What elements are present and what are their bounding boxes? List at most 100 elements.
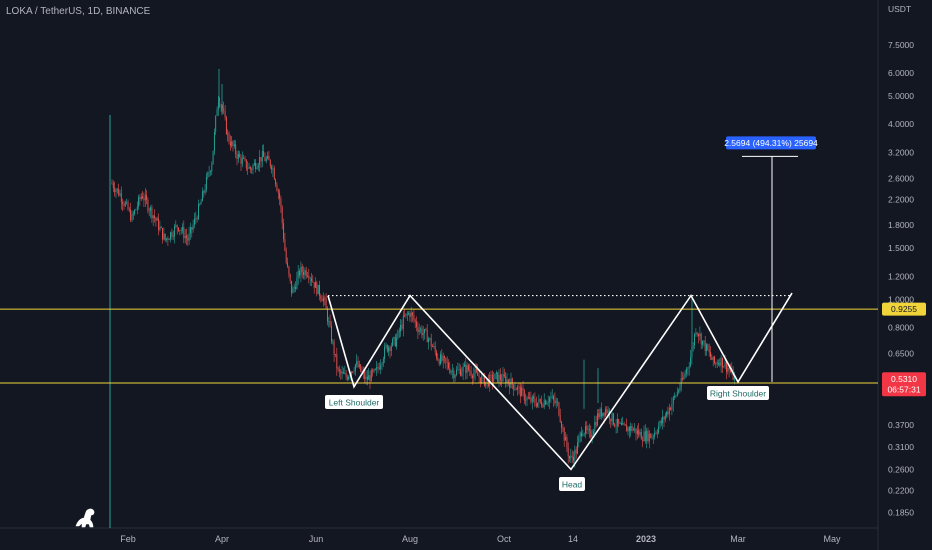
candle-body: [567, 447, 569, 457]
candle-body: [523, 390, 525, 401]
candle-body: [602, 412, 604, 417]
candle-body: [683, 375, 685, 380]
candles-group: [111, 68, 735, 468]
candle-body: [698, 334, 699, 337]
candle-body: [174, 226, 175, 237]
candle-body: [672, 397, 674, 405]
candle-body: [192, 224, 194, 230]
candle-body: [195, 218, 197, 220]
candle-body: [296, 277, 298, 290]
candle-body: [477, 371, 479, 376]
candle-body: [273, 168, 275, 180]
candle-body: [127, 202, 129, 210]
candle-body: [432, 346, 433, 348]
candle-body: [366, 376, 368, 380]
candle-body: [702, 340, 703, 345]
time-tick-label: Apr: [215, 534, 229, 544]
candle-body: [353, 371, 355, 372]
candle-body: [498, 374, 500, 383]
candle-body: [600, 408, 602, 417]
candle-body: [479, 377, 481, 383]
candle-body: [208, 172, 210, 174]
candle-body: [503, 374, 505, 377]
candle-body: [696, 332, 698, 335]
candle-body: [458, 369, 460, 370]
price-axis-unit: USDT: [888, 4, 911, 14]
candle-body: [467, 365, 469, 371]
candle-body: [309, 278, 311, 280]
candle-body: [640, 431, 642, 440]
candle-body: [191, 227, 193, 230]
candle-body: [123, 203, 125, 206]
candle-body: [441, 354, 443, 361]
candle-body: [686, 368, 688, 374]
candle-body: [212, 150, 214, 165]
candle-body: [559, 415, 561, 423]
candle-body: [304, 270, 306, 275]
candle-body: [413, 315, 415, 320]
candle-body: [352, 371, 354, 373]
candle-body: [425, 329, 427, 330]
candle-body: [562, 427, 564, 429]
measure-label-text: 2.5694 (494.31%) 25694: [724, 138, 818, 148]
candle-body: [382, 358, 384, 364]
candle-body: [418, 329, 420, 332]
candle-body: [659, 420, 661, 427]
candle-body: [405, 313, 407, 316]
price-tick-label: 5.0000: [888, 91, 914, 101]
candle-body: [316, 282, 318, 295]
candle-body: [690, 357, 692, 367]
candle-body: [679, 387, 681, 391]
candle-body: [664, 415, 666, 420]
candle-body: [337, 368, 339, 370]
candle-body: [198, 204, 199, 220]
candle-body: [652, 436, 654, 438]
candle-body: [511, 378, 513, 385]
candle-body: [320, 295, 322, 299]
candle-body: [660, 420, 662, 424]
candle-body: [728, 368, 730, 370]
candle-body: [227, 133, 229, 135]
candle-body: [501, 379, 503, 382]
price-axis-panel: [878, 0, 932, 550]
candle-body: [201, 191, 203, 202]
candle-body: [595, 422, 597, 426]
candle-body: [433, 346, 435, 348]
candle-body: [417, 327, 419, 332]
candle-body: [481, 375, 483, 383]
candle-body: [263, 151, 265, 157]
candle-body: [643, 431, 645, 442]
candle-body: [590, 430, 592, 438]
candle-body: [135, 209, 137, 211]
candle-body: [338, 369, 340, 372]
candle-body: [534, 398, 536, 404]
candle-body: [184, 235, 186, 239]
candle-body: [587, 429, 589, 430]
candle-body: [243, 158, 245, 159]
candle-body: [119, 193, 121, 196]
candle-body: [632, 429, 634, 431]
candle-body: [635, 428, 637, 434]
candle-body: [594, 422, 596, 432]
candle-body: [168, 239, 170, 241]
candle-body: [287, 262, 289, 267]
price-tick-label: 4.0000: [888, 119, 914, 129]
candle-body: [571, 455, 573, 458]
candle-body: [506, 379, 508, 384]
candle-body: [256, 167, 258, 170]
candle-body: [630, 426, 632, 431]
candle-body: [727, 368, 729, 372]
candle-body: [483, 374, 485, 386]
candle-body: [159, 227, 161, 230]
candle-body: [300, 266, 302, 276]
pattern-label-box: [325, 395, 383, 409]
candle-body: [639, 431, 641, 435]
candle-body: [376, 367, 378, 370]
candle-body: [372, 370, 374, 372]
price-countdown-text: 06:57:31: [887, 385, 920, 395]
candle-body: [445, 358, 447, 362]
candle-body: [223, 108, 225, 112]
candle-body: [332, 341, 334, 343]
candle-body: [378, 367, 380, 370]
